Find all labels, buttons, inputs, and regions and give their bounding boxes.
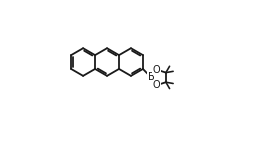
Text: O: O bbox=[153, 80, 161, 90]
Text: B: B bbox=[148, 72, 155, 82]
Text: O: O bbox=[153, 65, 161, 75]
